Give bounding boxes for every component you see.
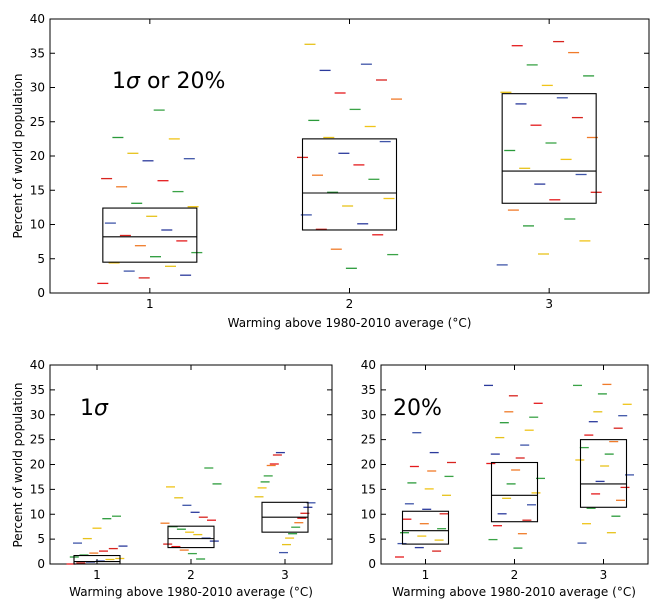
box-marks xyxy=(73,501,309,565)
panel-bottom-right: 0 5 10 15 20 25 30 35 40 1 2 3 20% Warming above 19… xyxy=(361,358,649,599)
axes-frame xyxy=(49,18,650,294)
box-iqr xyxy=(301,138,398,231)
tick-marks: 0 5 10 15 20 25 30 35 40 1 2 3 xyxy=(361,358,648,582)
axes-frame xyxy=(380,364,649,565)
y-tick-label: 0 xyxy=(37,557,45,571)
y-tick-label: 40 xyxy=(30,12,45,26)
y-tick-label: 30 xyxy=(30,81,45,95)
box-iqr xyxy=(501,93,597,204)
data-marks xyxy=(97,40,602,285)
x-tick-label: 2 xyxy=(187,568,195,582)
y-tick-label: 20 xyxy=(30,149,45,163)
y-tick-label: 10 xyxy=(30,507,45,521)
panel-top: 0 5 10 15 20 25 30 35 40 1 2 3 1σ or 20% Warming ab… xyxy=(11,12,650,330)
y-tick-label: 35 xyxy=(361,383,376,397)
y-tick-label: 0 xyxy=(368,557,376,571)
y-tick-label: 20 xyxy=(361,458,376,472)
data-marks xyxy=(66,451,316,565)
y-tick-label: 15 xyxy=(30,482,45,496)
x-tick-label: 1 xyxy=(422,568,430,582)
tick-marks: 0 5 10 15 20 25 30 35 40 1 2 3 xyxy=(30,12,649,311)
y-tick-label: 10 xyxy=(30,218,45,232)
panel-annotation: 1σ or 20% xyxy=(112,69,225,94)
x-tick-label: 1 xyxy=(93,568,101,582)
y-tick-label: 30 xyxy=(361,408,376,422)
y-tick-label: 25 xyxy=(361,433,376,447)
x-tick-label: 2 xyxy=(346,297,354,311)
x-tick-label: 3 xyxy=(600,568,608,582)
box-iqr xyxy=(579,439,628,508)
x-tick-label: 3 xyxy=(545,297,553,311)
box-iqr xyxy=(102,207,198,263)
y-tick-label: 10 xyxy=(361,507,376,521)
y-tick-label: 5 xyxy=(37,532,45,546)
box-marks xyxy=(102,93,597,263)
box-iqr xyxy=(167,525,215,549)
x-tick-label: 1 xyxy=(146,297,154,311)
y-tick-label: 25 xyxy=(30,115,45,129)
y-tick-label: 30 xyxy=(30,408,45,422)
y-tick-label: 35 xyxy=(30,383,45,397)
y-tick-label: 5 xyxy=(368,532,376,546)
y-axis-label: Percent of world population xyxy=(11,382,25,547)
x-axis-label: Warming above 1980-2010 average (°C) xyxy=(392,585,636,599)
y-tick-label: 15 xyxy=(30,183,45,197)
x-tick-label: 2 xyxy=(511,568,519,582)
x-axis-label: Warming above 1980-2010 average (°C) xyxy=(228,316,472,330)
y-tick-label: 5 xyxy=(37,252,45,266)
y-tick-label: 15 xyxy=(361,482,376,496)
box-iqr xyxy=(401,510,450,545)
panel-annotation: 1σ xyxy=(80,396,109,421)
y-tick-label: 40 xyxy=(361,358,376,372)
tick-marks: 0 5 10 15 20 25 30 35 40 1 2 3 xyxy=(30,358,332,582)
y-axis-label: Percent of world population xyxy=(11,73,25,238)
x-axis-label: Warming above 1980-2010 average (°C) xyxy=(69,585,313,599)
y-tick-label: 20 xyxy=(30,458,45,472)
y-tick-label: 0 xyxy=(37,286,45,300)
panel-bottom-left: 0 5 10 15 20 25 30 35 40 1 2 3 1σ Warming above 198… xyxy=(11,358,333,599)
y-tick-label: 25 xyxy=(30,433,45,447)
y-tick-label: 35 xyxy=(30,46,45,60)
y-tick-label: 40 xyxy=(30,358,45,372)
box-marks xyxy=(401,439,628,545)
x-tick-label: 3 xyxy=(281,568,289,582)
box-iqr xyxy=(490,461,539,523)
panel-annotation: 20% xyxy=(393,396,442,421)
